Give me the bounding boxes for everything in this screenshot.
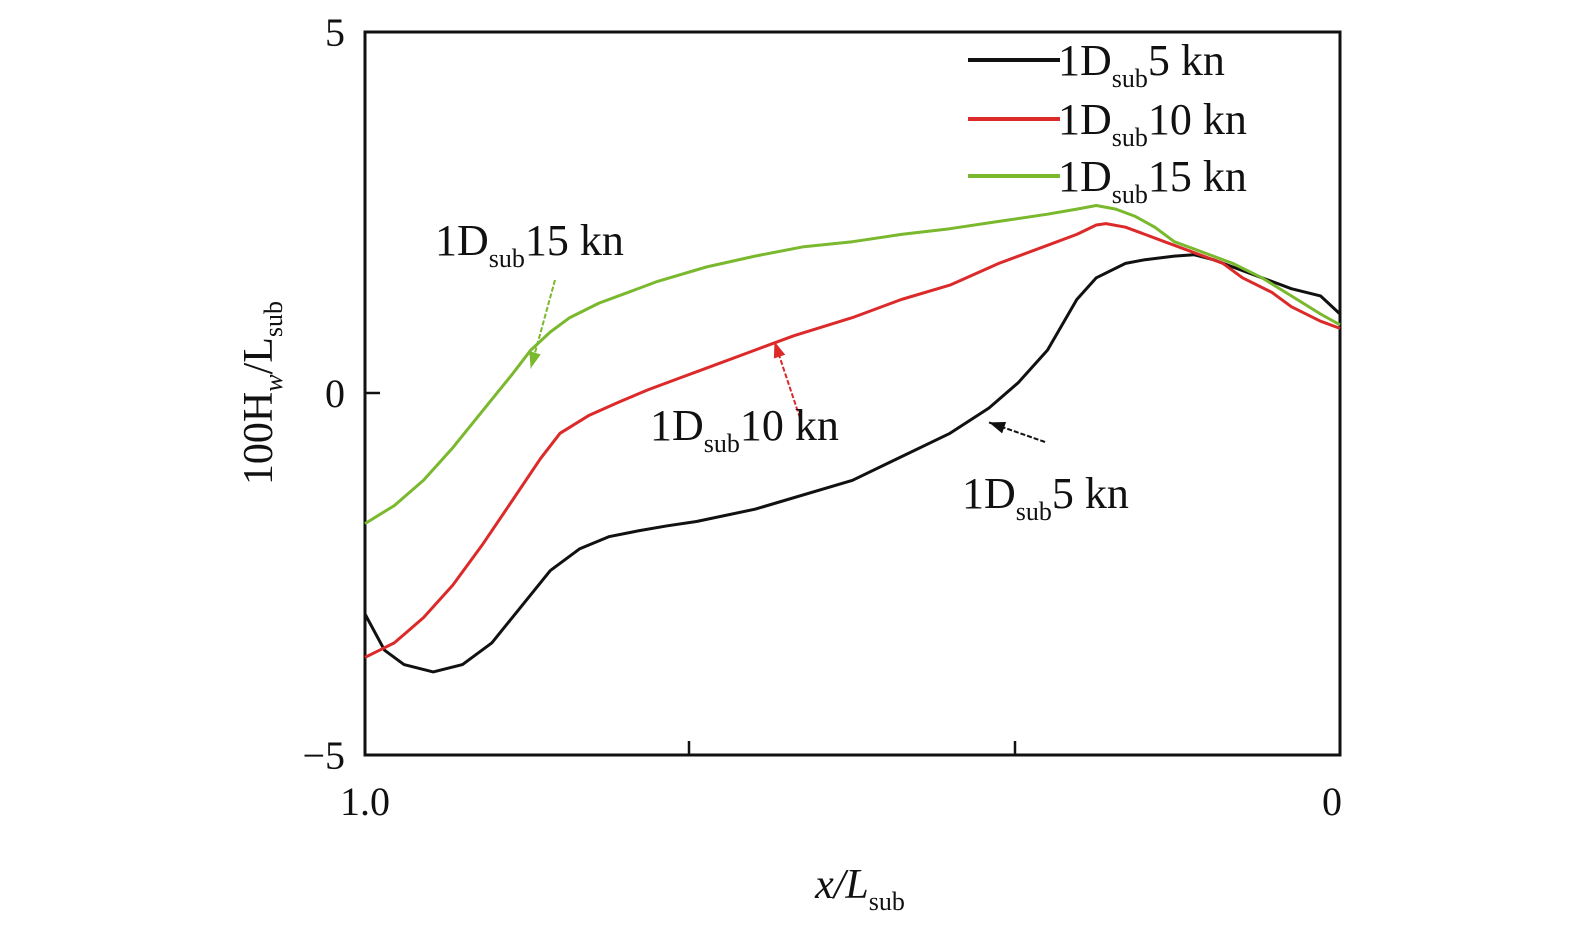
annotation-label-15kn: 1Dsub15 kn — [435, 216, 624, 273]
legend: 1Dsub5 kn 1Dsub10 kn 1Dsub15 kn — [968, 36, 1247, 209]
x-axis-title: x/Lsub — [814, 862, 905, 916]
annotation-layer — [529, 279, 1046, 443]
annotation-arrow-series-15kn — [529, 279, 556, 369]
y-tick-label-top: 5 — [325, 10, 345, 55]
legend-label-5kn: 1Dsub5 kn — [1058, 36, 1225, 93]
x-tick-label-right: 0 — [1322, 779, 1342, 824]
legend-label-15kn: 1Dsub15 kn — [1058, 152, 1247, 209]
series-10kn-line — [364, 222, 1341, 659]
annotation-arrowhead-series-5kn — [989, 422, 1007, 434]
x-tick-label-left: 1.0 — [340, 779, 390, 824]
annotation-label-5kn: 1Dsub5 kn — [962, 469, 1129, 526]
y-axis-title: 100Hw/Lsub — [236, 301, 288, 485]
y-tick-label-bottom: −5 — [302, 733, 345, 778]
series-layer — [363, 204, 1342, 674]
annotation-arrowhead-series-10kn — [773, 341, 786, 359]
annotation-label-10kn: 1Dsub10 kn — [650, 401, 839, 458]
legend-label-10kn: 1Dsub10 kn — [1058, 95, 1247, 152]
annotation-arrowhead-series-15kn — [529, 351, 541, 369]
series-15kn-line — [364, 204, 1341, 525]
y-tick-label-mid: 0 — [325, 371, 345, 416]
